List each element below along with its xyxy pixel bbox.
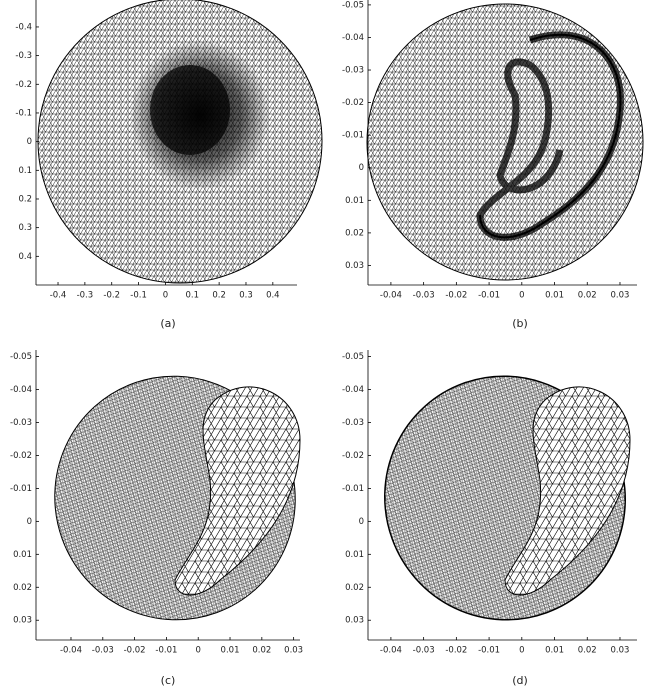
y-tick-label: -0.05 [342, 0, 364, 10]
panel-caption: (a) [160, 317, 175, 330]
y-tick-label: -0.01 [10, 484, 32, 494]
x-tick-label: 0.03 [611, 646, 630, 656]
panel-caption: (b) [512, 317, 528, 330]
x-tick-label: 0.1 [186, 291, 200, 301]
x-tick-label: -0.02 [445, 646, 467, 656]
x-tick-label: 0.02 [252, 646, 271, 656]
y-tick-label: 0 [359, 517, 364, 527]
y-tick-label: 0.02 [345, 583, 364, 593]
x-tick-label: -0.03 [413, 291, 435, 301]
x-tick-label: 0.4 [266, 291, 280, 301]
y-tick-label: -0.03 [342, 66, 364, 76]
mesh-b [367, 4, 643, 280]
x-tick-label: -0.2 [103, 291, 120, 301]
x-tick-label: -0.03 [413, 646, 435, 656]
y-tick-label: 0.4 [18, 252, 32, 262]
y-tick-label: -0.03 [10, 418, 32, 428]
x-tick-label: 0.02 [578, 646, 597, 656]
x-tick-label: -0.1 [130, 291, 147, 301]
y-tick-label: -0.05 [10, 352, 32, 362]
y-tick-label: -0.02 [342, 98, 364, 108]
y-tick-label: 0.2 [18, 194, 32, 204]
y-tick-label: 0.3 [18, 223, 32, 233]
panel-caption: (c) [161, 674, 176, 687]
y-tick-label: 0.03 [13, 616, 32, 626]
x-tick-label: 0.02 [578, 291, 597, 301]
y-tick-label: 0.03 [345, 616, 364, 626]
y-tick-label: -0.05 [342, 352, 364, 362]
y-tick-label: 0.03 [345, 261, 364, 271]
y-tick-label: -0.01 [342, 131, 364, 141]
mesh-c [21, 342, 330, 653]
mesh-d [351, 342, 654, 653]
x-tick-label: 0.01 [545, 291, 564, 301]
y-tick-label: 0 [27, 137, 32, 147]
x-tick-label: -0.3 [77, 291, 94, 301]
x-tick-label: -0.02 [124, 646, 146, 656]
x-tick-label: 0 [519, 291, 524, 301]
x-tick-label: -0.03 [92, 646, 114, 656]
y-tick-label: 0.1 [18, 166, 32, 176]
y-tick-label: -0.04 [342, 385, 364, 395]
y-tick-label: 0.01 [345, 550, 364, 560]
y-tick-label: -0.4 [15, 22, 32, 32]
x-tick-label: -0.01 [478, 291, 500, 301]
y-tick-label: 0.02 [13, 583, 32, 593]
x-tick-label: 0 [196, 646, 201, 656]
y-tick-label: -0.01 [342, 484, 364, 494]
x-tick-label: -0.04 [60, 646, 82, 656]
mesh-a [38, 0, 322, 283]
x-tick-label: 0.03 [284, 646, 303, 656]
x-tick-label: 0.03 [611, 291, 630, 301]
x-tick-label: 0.2 [212, 291, 226, 301]
x-tick-label: -0.04 [380, 291, 402, 301]
y-tick-label: -0.02 [342, 451, 364, 461]
y-tick-label: -0.04 [342, 33, 364, 43]
x-tick-label: -0.04 [380, 646, 402, 656]
x-tick-label: 0.01 [545, 646, 564, 656]
y-tick-label: 0.01 [345, 196, 364, 206]
y-tick-label: 0 [359, 163, 364, 173]
y-tick-label: 0.01 [13, 550, 32, 560]
x-tick-label: -0.01 [155, 646, 177, 656]
x-tick-label: 0 [163, 291, 168, 301]
y-tick-label: -0.2 [15, 80, 32, 90]
x-tick-label: 0.3 [239, 291, 253, 301]
y-tick-label: -0.04 [10, 385, 32, 395]
y-tick-label: 0.02 [345, 228, 364, 238]
x-tick-label: -0.02 [445, 291, 467, 301]
x-tick-label: -0.4 [50, 291, 67, 301]
panel-caption: (d) [512, 674, 528, 687]
y-tick-label: -0.03 [342, 418, 364, 428]
y-tick-label: -0.02 [10, 451, 32, 461]
y-tick-label: 0 [27, 517, 32, 527]
y-tick-label: -0.3 [15, 51, 32, 61]
y-tick-label: -0.1 [15, 108, 32, 118]
x-tick-label: -0.01 [478, 646, 500, 656]
x-tick-label: 0.01 [221, 646, 240, 656]
x-tick-label: 0 [519, 646, 524, 656]
figure: -0.4 -0.3 -0.2 -0.1 0 0.1 0.2 0.3 0.4 -0.4 -0.3 -0.… [0, 0, 654, 694]
